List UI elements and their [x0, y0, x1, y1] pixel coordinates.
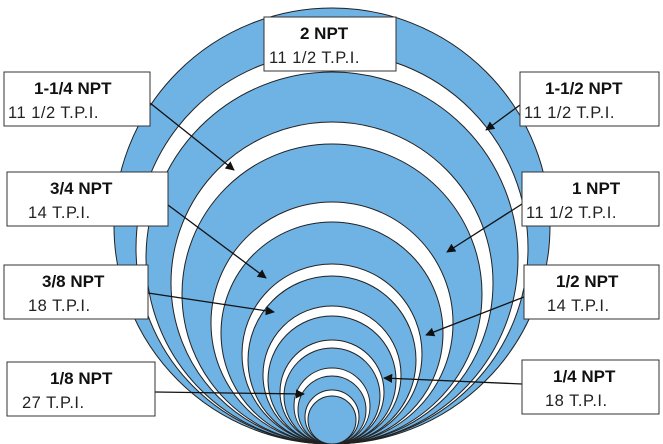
circle-1-8-npt	[307, 395, 357, 444]
arrow-1-1-2-npt	[485, 104, 521, 131]
arrow-1-8-npt	[154, 389, 305, 399]
labels: 2 NPT 11 1/2 T.P.I. 1-1/4 NPT 11 1/2 T.P…	[3, 16, 660, 417]
label-1-2-npt-size: 1/2 NPT	[556, 272, 619, 291]
concentric-circles	[113, 7, 551, 444]
arrow-3-8-npt	[147, 292, 275, 316]
label-2-npt-size: 2 NPT	[300, 24, 349, 43]
label-3-8-npt: 3/8 NPT 18 T.P.I.	[3, 264, 149, 320]
label-1-npt-tpi: 11 1/2 T.P.I.	[526, 204, 617, 222]
arrow-1-4-npt	[383, 373, 523, 385]
label-2-npt-tpi: 11 1/2 T.P.I.	[269, 49, 360, 67]
label-1-1-4-npt-size: 1-1/4 NPT	[34, 79, 112, 98]
label-1-8-npt: 1/8 NPT 27 T.P.I.	[6, 361, 156, 417]
label-1-4-npt: 1/4 NPT 18 T.P.I.	[521, 359, 660, 415]
arrow-3-4-npt	[167, 204, 267, 279]
label-1-2-npt-tpi: 14 T.P.I.	[547, 297, 610, 315]
label-3-8-npt-tpi: 18 T.P.I.	[28, 297, 91, 315]
label-1-1-2-npt-size: 1-1/2 NPT	[545, 79, 623, 98]
label-1-1-4-npt: 1-1/4 NPT 11 1/2 T.P.I.	[3, 71, 151, 127]
arrow-1-npt	[446, 203, 523, 253]
label-2-npt: 2 NPT 11 1/2 T.P.I.	[263, 16, 397, 72]
label-1-1-4-npt-tpi: 11 1/2 T.P.I.	[8, 104, 99, 122]
label-1-1-2-npt-tpi: 11 1/2 T.P.I.	[524, 104, 615, 122]
label-3-4-npt-tpi: 14 T.P.I.	[28, 204, 91, 222]
label-1-npt: 1 NPT 11 1/2 T.P.I.	[521, 171, 660, 227]
label-1-1-2-npt: 1-1/2 NPT 11 1/2 T.P.I.	[519, 71, 660, 127]
label-3-8-npt-size: 3/8 NPT	[42, 272, 105, 291]
label-3-4-npt: 3/4 NPT 14 T.P.I.	[6, 171, 169, 227]
label-1-8-npt-tpi: 27 T.P.I.	[22, 394, 85, 412]
leader-arrows	[147, 102, 525, 399]
label-1-2-npt: 1/2 NPT 14 T.P.I.	[523, 264, 660, 320]
label-3-4-npt-size: 3/4 NPT	[50, 179, 113, 198]
label-1-4-npt-size: 1/4 NPT	[553, 367, 616, 386]
label-1-npt-size: 1 NPT	[572, 179, 621, 198]
arrow-1-1-4-npt	[149, 102, 235, 171]
label-1-8-npt-size: 1/8 NPT	[50, 369, 113, 388]
label-1-4-npt-tpi: 18 T.P.I.	[545, 392, 608, 410]
arrow-1-2-npt	[425, 296, 525, 337]
